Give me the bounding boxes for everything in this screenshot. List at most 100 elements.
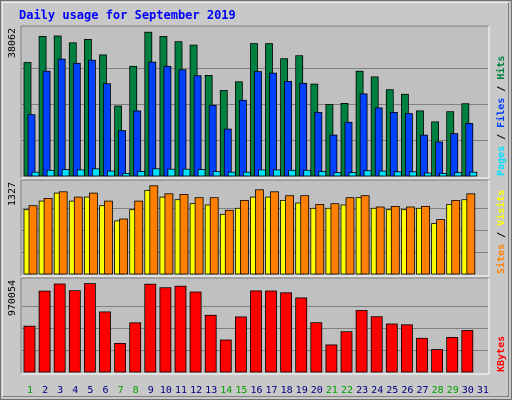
bar-sites-day-23	[360, 195, 370, 275]
bar-files-day-28	[435, 141, 444, 177]
bar-files-day-11	[178, 69, 187, 177]
x-tick-day-29: 29	[447, 385, 459, 396]
y-max-label: 970054	[7, 280, 18, 316]
bar-kbytes-day-6	[99, 311, 111, 373]
x-tick-day-17: 17	[265, 385, 277, 396]
legend-group-3: KBytes	[496, 336, 507, 372]
bar-sites-day-18	[285, 195, 295, 275]
legend-group-2: Sites / Visits	[495, 190, 507, 274]
bar-sites-day-3	[58, 191, 68, 275]
bar-files-day-14	[223, 128, 232, 177]
bar-sites-day-22	[345, 197, 355, 275]
bar-sites-day-11	[179, 193, 189, 275]
bar-kbytes-day-18	[280, 292, 293, 373]
x-tick-day-2: 2	[42, 385, 48, 396]
x-tick-day-26: 26	[401, 385, 413, 396]
legend-separator: /	[496, 80, 507, 98]
bar-files-day-2	[42, 70, 51, 177]
x-tick-day-13: 13	[205, 385, 217, 396]
bar-files-day-6	[103, 83, 111, 177]
bar-sites-day-16	[255, 189, 264, 275]
bar-kbytes-day-12	[189, 291, 202, 373]
bar-kbytes-day-5	[84, 283, 96, 373]
bar-kbytes-day-8	[129, 322, 142, 373]
x-tick-day-16: 16	[250, 385, 262, 396]
bar-sites-day-28	[436, 219, 446, 275]
bar-sites-day-6	[104, 200, 113, 275]
bar-pages-day-1	[31, 171, 40, 177]
x-tick-day-25: 25	[386, 385, 398, 396]
bar-sites-day-25	[390, 205, 400, 275]
x-tick-day-22: 22	[341, 385, 353, 396]
x-tick-day-7: 7	[118, 385, 124, 396]
bar-kbytes-day-14	[219, 339, 232, 373]
x-tick-day-11: 11	[175, 385, 187, 396]
x-tick-day-30: 30	[462, 385, 474, 396]
bar-kbytes-day-19	[295, 297, 308, 373]
bar-sites-day-29	[451, 199, 461, 275]
bar-sites-day-7	[119, 218, 128, 275]
bar-sites-day-2	[43, 197, 53, 275]
x-tick-day-10: 10	[160, 385, 172, 396]
x-tick-day-4: 4	[72, 385, 78, 396]
bar-sites-day-13	[209, 197, 219, 275]
bar-files-day-5	[88, 59, 96, 177]
bar-sites-day-8	[134, 200, 144, 275]
bar-kbytes-day-20	[310, 322, 323, 373]
bar-kbytes-day-3	[53, 283, 66, 373]
x-tick-day-28: 28	[432, 385, 444, 396]
bar-sites-day-20	[315, 203, 325, 275]
legend-separator: /	[496, 128, 507, 146]
chart-frame-bevel	[2, 2, 509, 397]
bar-sites-day-26	[405, 206, 415, 275]
bar-pages-day-2	[46, 169, 55, 177]
x-tick-day-6: 6	[102, 385, 108, 396]
bar-pages-day-22	[348, 172, 357, 177]
bar-kbytes-day-10	[159, 287, 172, 373]
bar-pages-day-15	[242, 171, 251, 177]
bar-sites-day-19	[300, 195, 310, 275]
bar-sites-day-4	[73, 196, 83, 275]
bar-pages-day-23	[363, 170, 372, 177]
x-tick-day-1: 1	[27, 385, 33, 396]
bar-files-day-22	[344, 121, 353, 177]
panel-1: 38062	[7, 25, 490, 179]
panel-3: 970054	[7, 277, 490, 375]
bar-files-day-15	[238, 99, 247, 177]
bar-kbytes-day-1	[23, 325, 36, 373]
bar-pages-day-6	[107, 170, 115, 177]
bar-kbytes-day-30	[461, 330, 474, 373]
bar-files-day-10	[163, 65, 172, 177]
bar-pages-day-26	[408, 171, 417, 177]
bar-pages-day-17	[273, 169, 281, 177]
bar-pages-day-27	[424, 172, 432, 177]
bar-sites-day-9	[149, 185, 159, 275]
bar-kbytes-day-15	[234, 316, 247, 373]
bar-kbytes-day-24	[370, 316, 383, 373]
bar-files-day-19	[299, 82, 308, 177]
bar-pages-day-16	[258, 169, 266, 177]
bar-kbytes-day-11	[174, 285, 187, 373]
bar-pages-day-29	[454, 172, 463, 177]
bar-pages-day-10	[167, 168, 176, 177]
bar-pages-day-14	[227, 171, 236, 177]
bar-pages-day-7	[122, 172, 130, 177]
bar-kbytes-day-22	[340, 331, 353, 373]
legend-files: Files	[495, 98, 507, 128]
bar-files-day-4	[72, 62, 81, 177]
bar-sites-day-14	[224, 209, 234, 275]
bar-kbytes-day-9	[144, 283, 157, 373]
bar-files-day-25	[389, 112, 398, 177]
bar-files-day-23	[359, 93, 368, 177]
x-tick-day-24: 24	[371, 385, 383, 396]
bar-pages-day-24	[378, 170, 387, 177]
bar-kbytes-day-7	[114, 342, 126, 373]
bar-files-day-21	[329, 134, 338, 177]
x-tick-day-31: 31	[477, 385, 489, 396]
x-tick-day-21: 21	[326, 385, 338, 396]
bar-pages-day-21	[333, 172, 342, 177]
bar-kbytes-day-23	[355, 310, 368, 373]
bar-sites-day-27	[421, 205, 430, 275]
x-tick-day-8: 8	[133, 385, 139, 396]
